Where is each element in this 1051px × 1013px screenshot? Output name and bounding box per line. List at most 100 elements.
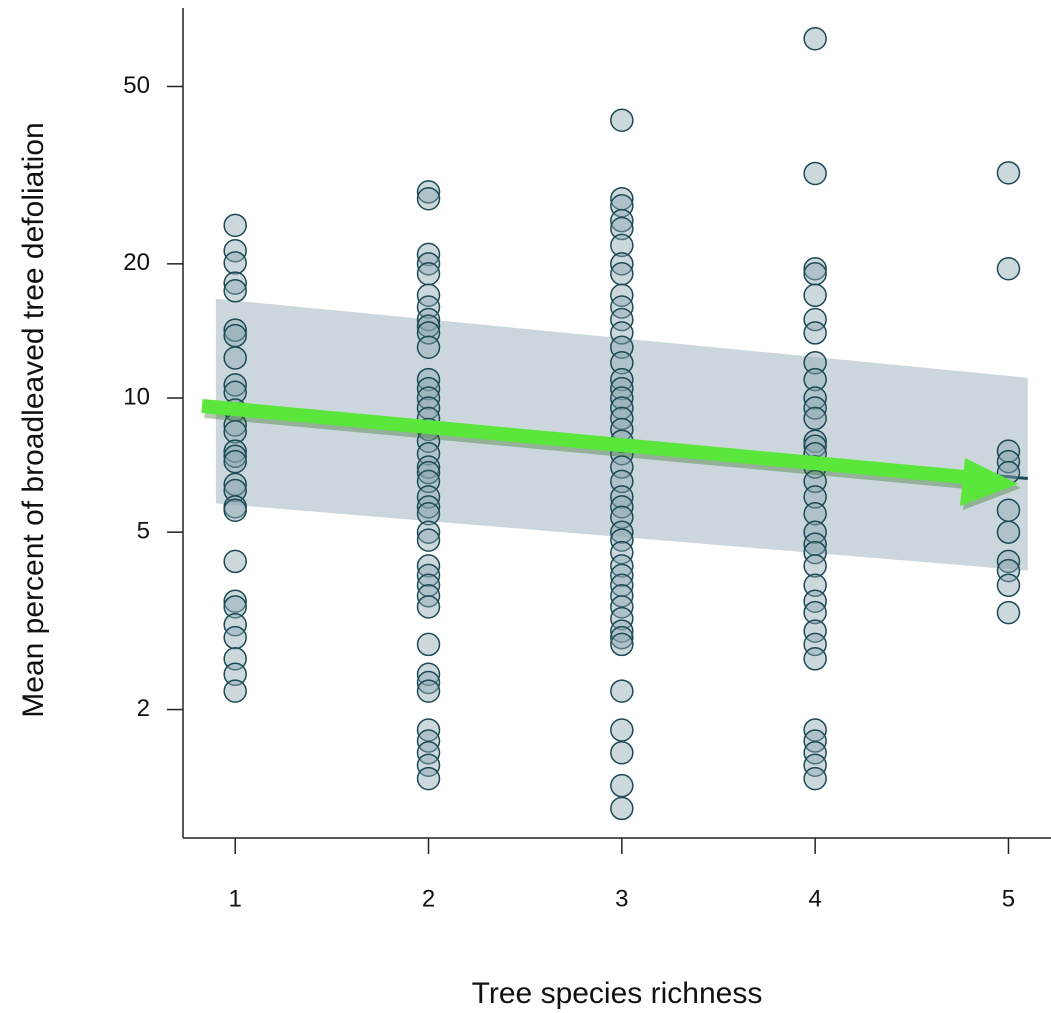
data-point <box>610 718 634 742</box>
data-point <box>610 773 634 798</box>
data-point <box>416 262 441 286</box>
data-point <box>803 766 827 791</box>
y-axis-label: Mean percent of broadleaved tree defolia… <box>17 122 50 717</box>
data-point <box>803 367 827 392</box>
data-point <box>610 625 634 650</box>
data-point <box>803 740 827 765</box>
data-point <box>803 406 827 431</box>
data-point <box>996 520 1021 544</box>
data-point <box>610 350 634 375</box>
x-tick-label: 1 <box>229 885 242 912</box>
data-point <box>416 252 441 276</box>
data-point <box>610 208 634 233</box>
y-tick-label: 2 <box>137 695 150 722</box>
data-point <box>416 766 441 791</box>
data-point <box>223 549 247 574</box>
data-point <box>610 262 634 286</box>
data-point <box>610 796 634 821</box>
data-point <box>610 108 634 132</box>
data-point <box>803 26 827 51</box>
data-point <box>803 386 827 410</box>
data-point <box>610 295 634 319</box>
data-point <box>223 662 247 687</box>
data-point <box>223 595 247 619</box>
data-point <box>996 256 1021 281</box>
x-tick-label: 2 <box>422 885 435 912</box>
plot-area <box>215 26 1028 821</box>
data-point <box>223 679 247 703</box>
data-point <box>416 376 441 401</box>
data-point <box>803 647 827 671</box>
data-point <box>610 386 634 410</box>
data-point <box>223 271 247 295</box>
data-point <box>996 549 1021 574</box>
data-point <box>803 262 827 286</box>
data-point <box>803 600 827 625</box>
data-point <box>223 444 247 469</box>
data-point <box>416 595 441 619</box>
x-tick-label: 4 <box>808 885 821 912</box>
data-point <box>223 589 247 613</box>
data-point <box>223 251 247 275</box>
data-point <box>610 367 634 392</box>
data-point <box>803 753 827 777</box>
data-point <box>803 520 827 544</box>
data-point <box>803 321 827 345</box>
data-point <box>996 600 1021 625</box>
data-point <box>416 632 441 657</box>
data-point <box>223 323 247 348</box>
data-point <box>223 420 247 444</box>
data-point <box>416 441 441 466</box>
data-point <box>610 307 634 332</box>
data-point <box>416 679 441 703</box>
data-point <box>610 528 634 552</box>
data-point <box>416 307 441 332</box>
data-point <box>223 625 247 650</box>
data-point <box>416 335 441 359</box>
data-point <box>610 563 634 588</box>
y-tick-label: 50 <box>123 72 150 99</box>
data-point <box>803 429 827 453</box>
data-point <box>610 520 634 544</box>
data-point <box>223 346 247 370</box>
data-point <box>803 619 827 643</box>
data-point <box>223 498 247 523</box>
data-point <box>610 233 634 258</box>
data-point <box>416 295 441 319</box>
data-point <box>223 239 247 263</box>
data-point <box>416 501 441 526</box>
data-point <box>803 573 827 598</box>
data-point <box>610 679 634 703</box>
data-point <box>416 753 441 777</box>
data-point <box>416 670 441 695</box>
data-point <box>803 501 827 526</box>
data-point <box>996 573 1021 598</box>
data-point <box>416 520 441 544</box>
data-point <box>416 386 441 410</box>
data-point <box>996 161 1021 185</box>
x-tick-label: 5 <box>1002 885 1015 912</box>
data-point <box>416 528 441 552</box>
y-tick-label: 20 <box>123 249 150 276</box>
data-point <box>803 307 827 332</box>
x-tick-label: 3 <box>615 885 628 912</box>
data-point <box>803 256 827 281</box>
data-point <box>416 563 441 588</box>
data-point <box>803 485 827 509</box>
data-point <box>416 314 441 338</box>
data-point <box>610 606 634 631</box>
data-point <box>610 554 634 578</box>
data-point <box>416 460 441 485</box>
data-point <box>223 449 247 474</box>
data-point <box>803 350 827 375</box>
data-point <box>610 632 634 657</box>
data-point <box>416 367 441 392</box>
data-point <box>416 554 441 578</box>
data-point <box>223 612 247 637</box>
data-point <box>416 485 441 509</box>
data-point <box>416 180 441 204</box>
data-point <box>610 376 634 401</box>
data-point <box>610 216 634 241</box>
data-point <box>610 619 634 643</box>
